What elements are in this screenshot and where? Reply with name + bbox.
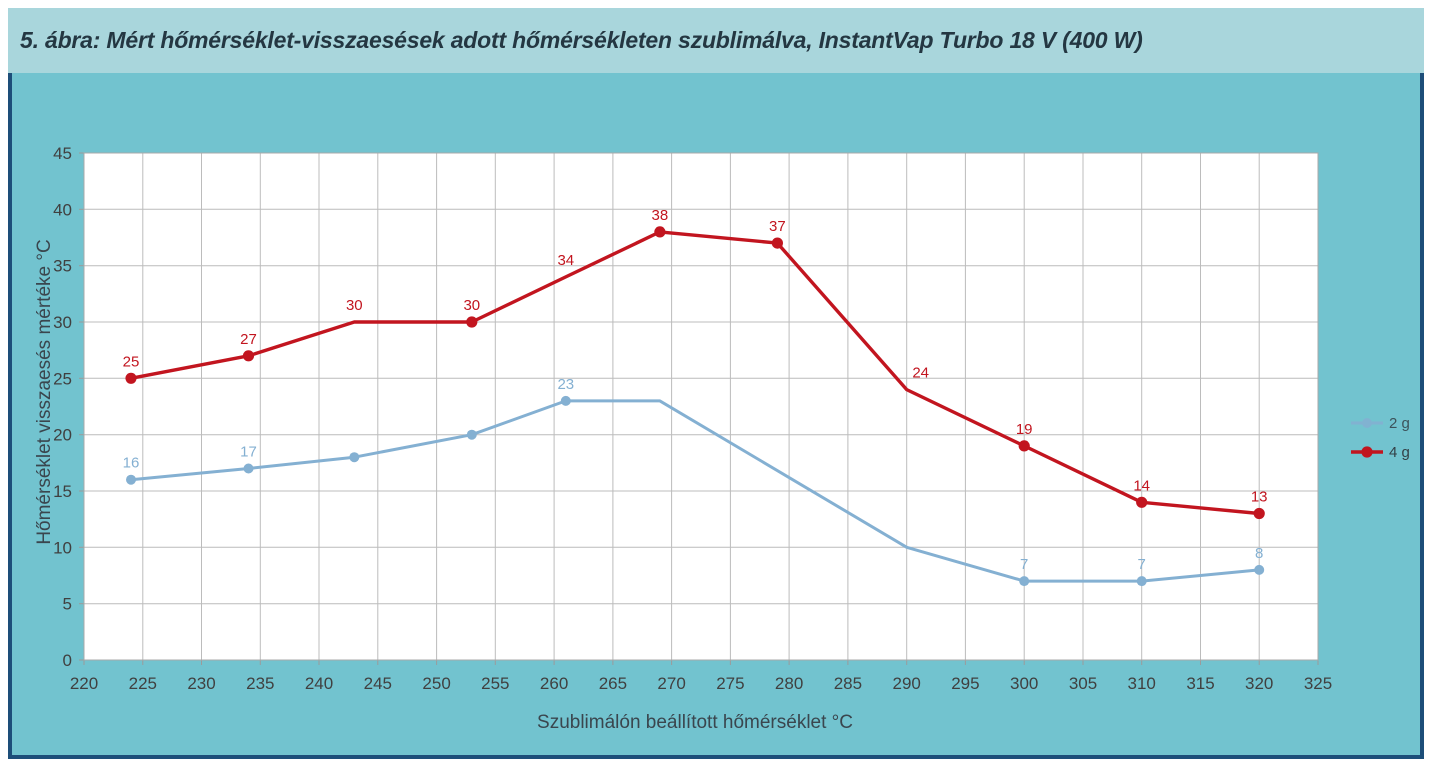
data-label: 24 <box>912 365 929 382</box>
svg-text:2 g: 2 g <box>1389 415 1410 432</box>
svg-text:310: 310 <box>1128 674 1156 693</box>
data-label: 30 <box>463 297 480 314</box>
svg-text:225: 225 <box>129 674 157 693</box>
data-label: 14 <box>1133 477 1150 494</box>
data-point-marker <box>125 372 137 384</box>
data-point-marker <box>1019 576 1030 587</box>
svg-text:260: 260 <box>540 674 568 693</box>
svg-text:0: 0 <box>63 651 72 670</box>
data-label: 7 <box>1138 556 1146 573</box>
data-label: 38 <box>652 207 669 224</box>
svg-text:25: 25 <box>53 369 72 388</box>
data-label: 37 <box>769 218 786 235</box>
svg-text:325: 325 <box>1304 674 1332 693</box>
svg-text:40: 40 <box>53 200 72 219</box>
data-label: 25 <box>123 353 140 370</box>
y-tick-labels: 0 5 10 15 20 25 30 35 40 45 <box>53 144 72 670</box>
data-point-marker <box>1018 440 1030 452</box>
svg-text:285: 285 <box>834 674 862 693</box>
series-4-g: 25 27 30 30 34 38 37 24 19 14 13 <box>123 207 1268 520</box>
data-label: 23 <box>557 376 574 393</box>
svg-text:220: 220 <box>70 674 98 693</box>
svg-text:275: 275 <box>716 674 744 693</box>
x-axis-title: Szublimálón beállított hőmérséklet °C <box>537 712 853 733</box>
series-2-g: 16 17 23 7 7 8 <box>123 376 1265 587</box>
data-point-marker <box>1254 564 1265 575</box>
x-tick-labels: 220 225 230 235 240 245 250 255 260 265 270 275 280 2… <box>70 674 1332 693</box>
svg-text:300: 300 <box>1010 674 1038 693</box>
data-label: 19 <box>1016 421 1033 438</box>
data-point-marker <box>126 474 136 485</box>
svg-text:270: 270 <box>657 674 685 693</box>
svg-text:305: 305 <box>1069 674 1097 693</box>
svg-text:295: 295 <box>951 674 979 693</box>
data-point-marker <box>560 395 571 406</box>
svg-text:235: 235 <box>246 674 274 693</box>
svg-text:280: 280 <box>775 674 803 693</box>
svg-text:30: 30 <box>53 313 72 332</box>
data-label: 30 <box>346 297 363 314</box>
data-point-marker <box>466 316 478 328</box>
svg-text:10: 10 <box>53 538 72 557</box>
svg-text:255: 255 <box>481 674 509 693</box>
data-point-marker <box>242 350 255 362</box>
data-point-marker <box>1136 496 1148 508</box>
data-label: 8 <box>1255 545 1263 562</box>
data-point-marker <box>1136 576 1147 587</box>
svg-text:245: 245 <box>364 674 392 693</box>
svg-text:250: 250 <box>422 674 450 693</box>
svg-text:265: 265 <box>599 674 627 693</box>
svg-text:315: 315 <box>1186 674 1214 693</box>
svg-text:5: 5 <box>63 595 72 614</box>
data-point-marker <box>1253 507 1265 520</box>
data-point-marker <box>466 429 477 440</box>
data-point-marker <box>771 237 784 249</box>
data-label: 13 <box>1251 489 1268 506</box>
svg-text:4 g: 4 g <box>1389 444 1410 461</box>
chart-title-bar: 5. ábra: Mért hőmérséklet-visszaesések a… <box>8 8 1424 73</box>
data-label: 27 <box>240 331 257 348</box>
data-point-marker <box>243 463 254 474</box>
data-label: 16 <box>123 455 140 472</box>
svg-text:20: 20 <box>53 426 72 445</box>
svg-text:45: 45 <box>53 144 72 163</box>
legend-entry-4-g: 4 g <box>1351 444 1410 461</box>
legend: 2 g 4 g <box>1351 415 1410 461</box>
svg-text:230: 230 <box>187 674 215 693</box>
chart-title: 5. ábra: Mért hőmérséklet-visszaesések a… <box>20 27 1143 53</box>
svg-text:35: 35 <box>53 257 72 276</box>
legend-entry-2-g: 2 g <box>1351 415 1410 432</box>
data-label: 17 <box>240 444 257 461</box>
data-point-marker <box>349 452 360 463</box>
svg-text:320: 320 <box>1245 674 1273 693</box>
data-point-marker <box>654 226 666 238</box>
data-label: 34 <box>557 252 574 269</box>
svg-text:290: 290 <box>893 674 921 693</box>
plot-border <box>83 152 1319 661</box>
svg-text:240: 240 <box>305 674 333 693</box>
plot-background <box>84 153 1318 660</box>
svg-text:15: 15 <box>53 482 72 501</box>
data-label: 7 <box>1020 556 1028 573</box>
